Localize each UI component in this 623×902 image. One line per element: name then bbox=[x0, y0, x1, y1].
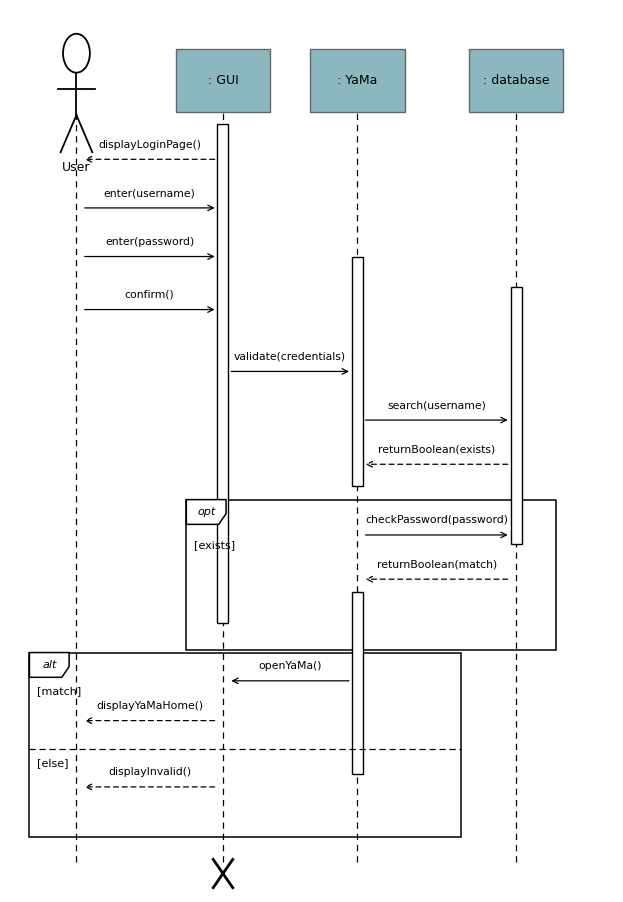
Text: returnBoolean(exists): returnBoolean(exists) bbox=[378, 445, 495, 455]
Bar bbox=[468, 49, 563, 113]
Text: User: User bbox=[62, 161, 91, 174]
Text: : YaMa: : YaMa bbox=[337, 74, 378, 87]
Text: [match]: [match] bbox=[37, 686, 81, 696]
Bar bbox=[176, 49, 270, 113]
Polygon shape bbox=[186, 500, 226, 524]
Text: : database: : database bbox=[483, 74, 549, 87]
Text: displayInvalid(): displayInvalid() bbox=[108, 768, 191, 778]
Text: checkPassword(password): checkPassword(password) bbox=[365, 515, 508, 525]
Bar bbox=[29, 652, 461, 837]
Text: displayLoginPage(): displayLoginPage() bbox=[98, 140, 201, 150]
Bar bbox=[510, 288, 521, 544]
Text: enter(username): enter(username) bbox=[104, 189, 196, 198]
Text: enter(password): enter(password) bbox=[105, 237, 194, 247]
Polygon shape bbox=[29, 652, 69, 677]
Bar bbox=[217, 124, 229, 623]
Text: [exists]: [exists] bbox=[194, 540, 235, 550]
Text: confirm(): confirm() bbox=[125, 290, 174, 299]
Bar bbox=[310, 49, 404, 113]
Bar bbox=[352, 593, 363, 774]
Bar bbox=[186, 500, 556, 649]
Text: alt: alt bbox=[42, 660, 57, 670]
Text: search(username): search(username) bbox=[388, 400, 486, 410]
Text: displayYaMaHome(): displayYaMaHome() bbox=[96, 701, 203, 711]
Text: : GUI: : GUI bbox=[207, 74, 239, 87]
Bar bbox=[352, 256, 363, 486]
Text: [else]: [else] bbox=[37, 758, 69, 768]
Text: validate(credentials): validate(credentials) bbox=[234, 352, 346, 362]
Text: opt: opt bbox=[197, 507, 216, 517]
Text: returnBoolean(match): returnBoolean(match) bbox=[376, 559, 497, 569]
Text: openYaMa(): openYaMa() bbox=[259, 661, 322, 671]
